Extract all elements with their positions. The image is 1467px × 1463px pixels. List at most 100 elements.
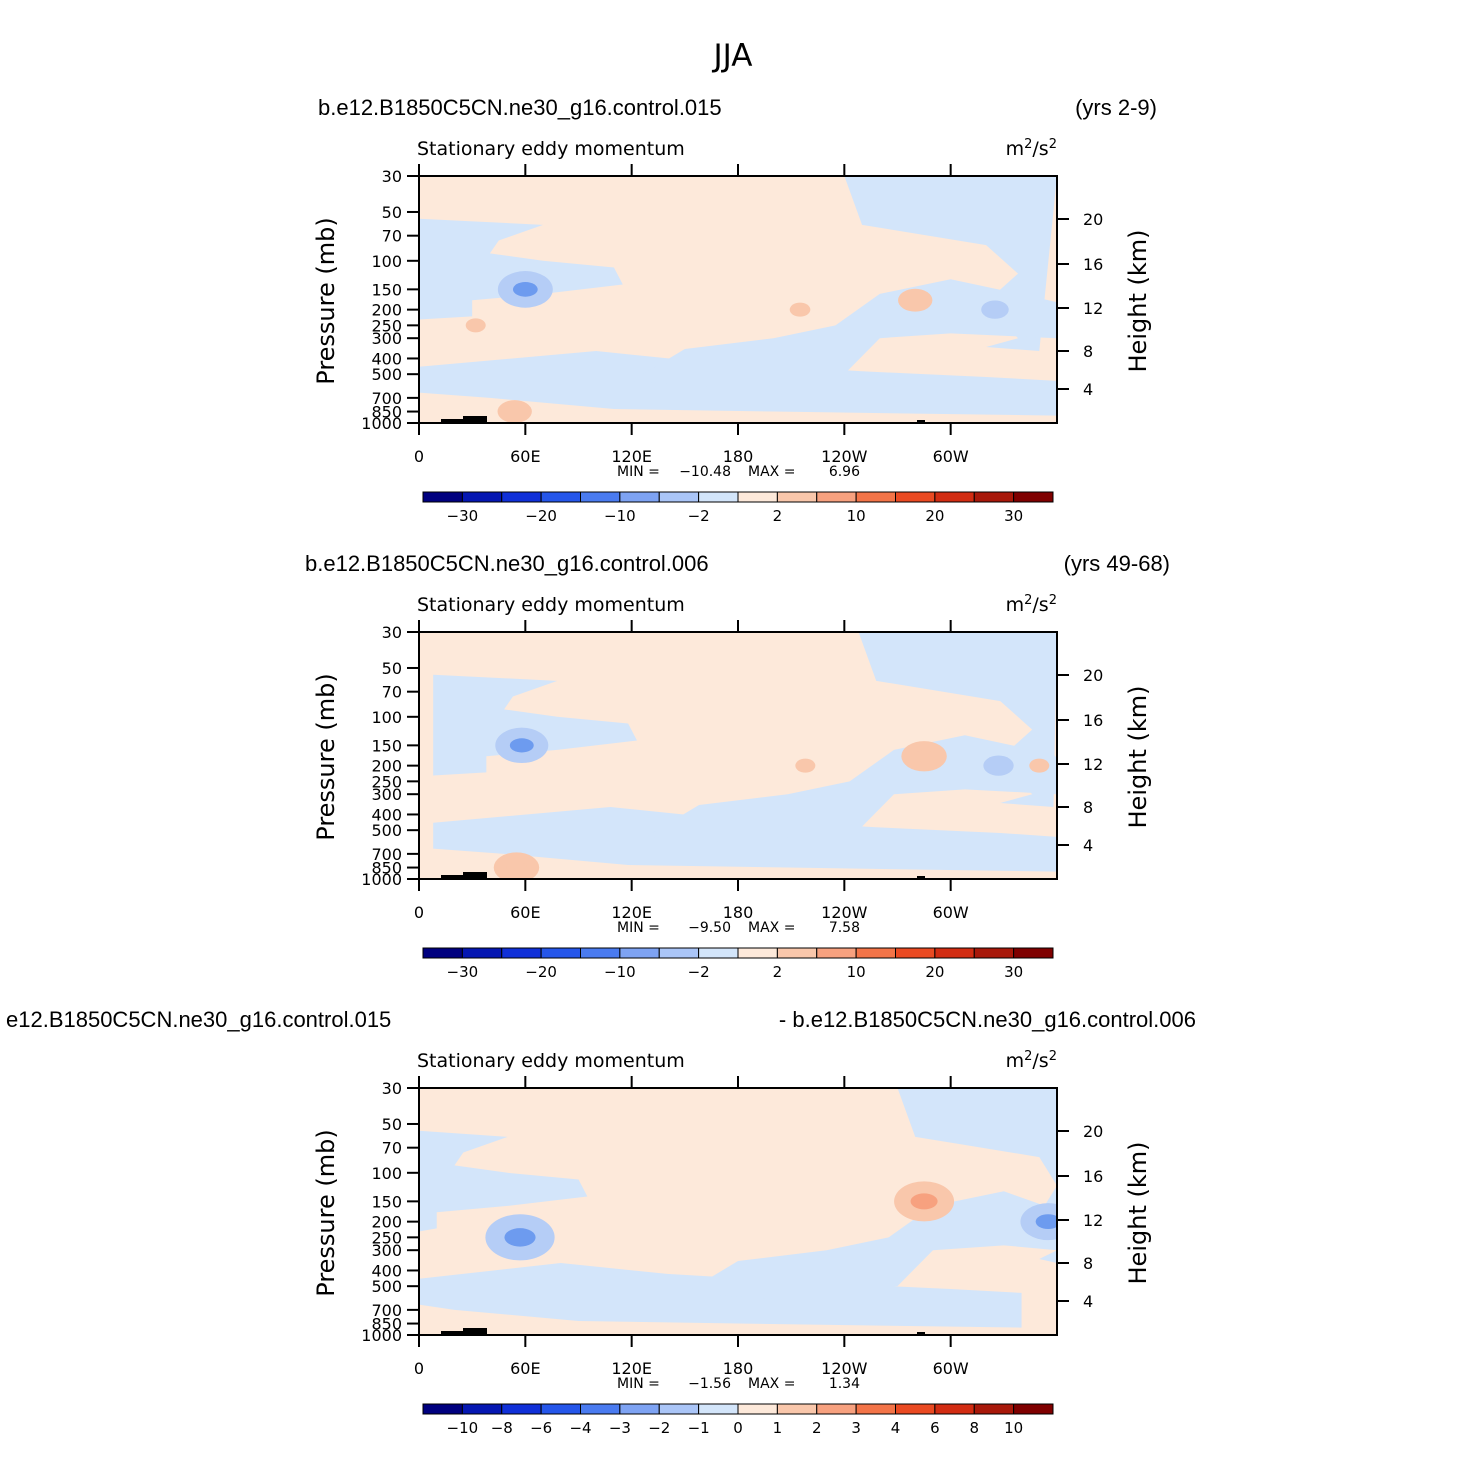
colorbar-label: 10: [847, 963, 866, 981]
contour-negative-region: [419, 176, 623, 320]
contour-negative-extreme: [981, 300, 1009, 319]
colorbar-label: −6: [530, 1419, 552, 1437]
contour-core: [512, 282, 538, 297]
height-tick-label: 8: [1083, 798, 1093, 817]
colorbar-label: 3: [851, 1419, 861, 1437]
variable-label: Stationary eddy momentum: [417, 1050, 685, 1072]
colorbar-cell: [698, 1403, 739, 1415]
colorbar-cell: [658, 947, 700, 959]
min-label: MIN =: [617, 464, 660, 480]
colorbar-label: −10: [604, 963, 636, 981]
colorbar-cell: [540, 491, 581, 503]
case-name-left: e12.B1850C5CN.ne30_g16.control.015: [6, 1007, 391, 1032]
contour-negative-region: [433, 632, 637, 776]
colorbar-label: 2: [812, 1419, 822, 1437]
pressure-tick-label: 400: [371, 1261, 402, 1280]
y-axis-label-left: Pressure (mb): [312, 673, 340, 840]
colorbar-label: −30: [447, 507, 479, 525]
pressure-tick-label: 30: [382, 623, 402, 642]
colorbar-cell: [501, 947, 542, 959]
colorbar-label: −1: [688, 1419, 710, 1437]
height-tick-label: 4: [1083, 836, 1093, 855]
pressure-tick-label: 500: [371, 365, 402, 384]
colorbar-label: −2: [688, 963, 710, 981]
pressure-tick-label: 150: [371, 736, 402, 755]
colorbar-label: −20: [525, 963, 557, 981]
pressure-tick-label: 50: [382, 1115, 402, 1134]
colorbar-label: 1: [773, 1419, 783, 1437]
min-label: MIN =: [617, 920, 660, 936]
lon-tick-label: 60W: [933, 447, 969, 466]
pressure-tick-label: 250: [371, 1228, 402, 1247]
colorbar-label: −10: [447, 1419, 479, 1437]
colorbar-label: −20: [525, 507, 557, 525]
colorbar-label: 8: [969, 1419, 979, 1437]
colorbar-label: 2: [773, 963, 783, 981]
colorbar-cell: [422, 491, 463, 503]
colorbar-cell: [619, 491, 660, 503]
colorbar-cell: [580, 491, 621, 503]
colorbar-cell: [540, 947, 581, 959]
pressure-tick-label: 50: [382, 203, 402, 222]
case-name-right: - b.e12.B1850C5CN.ne30_g16.control.006: [779, 1007, 1196, 1032]
colorbar-cell: [737, 1403, 778, 1415]
contour-core: [1035, 1214, 1057, 1230]
height-tick-label: 16: [1083, 711, 1103, 730]
contour-core: [913, 750, 935, 763]
colorbar-label: −2: [648, 1419, 670, 1437]
pressure-tick-label: 70: [382, 683, 402, 702]
contour-negative-region: [738, 1088, 1057, 1264]
lon-tick-label: 120W: [821, 447, 868, 466]
colorbar-cell: [855, 947, 896, 959]
contour-negative-region: [419, 1088, 588, 1232]
pressure-tick-label: 1000: [361, 414, 402, 433]
case-name-right: (yrs 2-9): [1075, 95, 1157, 120]
colorbar-cell: [501, 1403, 542, 1415]
pressure-tick-label: 700: [371, 1301, 402, 1320]
colorbar-cell: [816, 491, 857, 503]
contour-positive-extreme: [497, 400, 532, 423]
topography: [463, 416, 487, 423]
case-name-left: b.e12.B1850C5CN.ne30_g16.control.015: [318, 95, 722, 120]
contour-core: [506, 861, 527, 874]
colorbar-cell: [698, 491, 739, 503]
contour-positive-extreme: [789, 302, 811, 317]
pressure-tick-label: 1000: [361, 1326, 402, 1345]
contour-positive-extreme: [1029, 758, 1050, 773]
pressure-tick-label: 150: [371, 1192, 402, 1211]
units-label: m2/s2: [1006, 593, 1057, 616]
contour-positive-extreme: [465, 318, 486, 333]
colorbar-label: 20: [925, 963, 944, 981]
topography: [441, 419, 465, 423]
pressure-tick-label: 200: [371, 301, 402, 320]
contour-field: [419, 632, 1057, 879]
colorbar-cell: [461, 491, 503, 503]
y-axis-label-right: Height (km): [1124, 686, 1152, 829]
height-tick-label: 12: [1083, 299, 1103, 318]
case-name-left: b.e12.B1850C5CN.ne30_g16.control.006: [305, 551, 709, 576]
colorbar-label: 30: [1004, 507, 1023, 525]
lon-tick-label: 60W: [933, 903, 969, 922]
y-axis-label-right: Height (km): [1124, 230, 1152, 373]
pressure-tick-label: 70: [382, 1139, 402, 1158]
pressure-tick-label: 200: [371, 757, 402, 776]
variable-label: Stationary eddy momentum: [417, 594, 685, 616]
height-tick-label: 12: [1083, 755, 1103, 774]
topography: [917, 420, 925, 423]
lon-tick-label: 60E: [510, 447, 540, 466]
contour-field: [419, 1088, 1057, 1335]
contour-core: [509, 738, 534, 753]
colorbar-label: 20: [925, 507, 944, 525]
colorbar-cell: [1013, 491, 1054, 503]
lon-tick-label: 120W: [821, 1359, 868, 1378]
panel-1: b.e12.B1850C5CN.ne30_g16.control.015 (yrs…: [312, 95, 1157, 525]
min-value: −1.56: [688, 1376, 731, 1392]
topography: [917, 876, 925, 879]
height-tick-label: 8: [1083, 1254, 1093, 1273]
topography: [917, 1332, 925, 1335]
height-tick-label: 4: [1083, 1292, 1093, 1311]
y-axis-label-left: Pressure (mb): [312, 1129, 340, 1296]
min-value: −9.50: [688, 920, 731, 936]
colorbar-cell: [776, 947, 818, 959]
